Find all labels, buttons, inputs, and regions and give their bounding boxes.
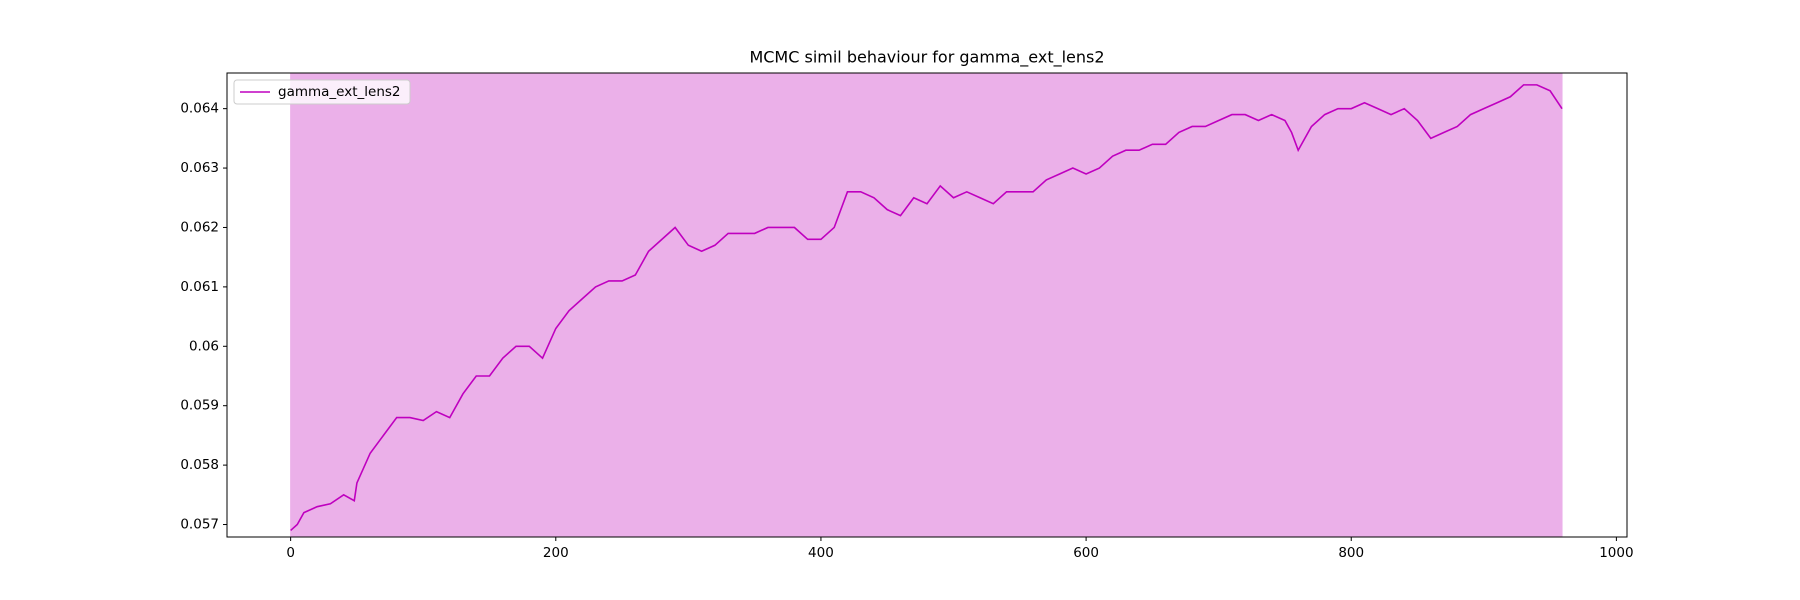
- x-tick-label: 600: [1073, 545, 1099, 561]
- y-tick-label: 0.06: [189, 338, 219, 354]
- x-tick-label: 800: [1338, 545, 1364, 561]
- axes-frame: [226, 72, 1628, 538]
- x-tick-label: 400: [808, 545, 834, 561]
- y-tick-label: 0.061: [180, 279, 219, 295]
- y-tick-label: 0.064: [180, 101, 219, 117]
- y-tick-label: 0.063: [180, 160, 219, 176]
- legend-label: gamma_ext_lens2: [278, 84, 401, 100]
- x-tick-label: 200: [543, 545, 569, 561]
- y-tick-label: 0.059: [180, 398, 219, 414]
- legend-box: [233, 79, 411, 105]
- plot-area: [290, 73, 1563, 537]
- y-tick-label: 0.057: [180, 517, 219, 533]
- data-line: [290, 84, 1563, 532]
- y-tick-label: 0.058: [180, 457, 219, 473]
- x-tick-label: 0: [286, 545, 295, 561]
- y-tick-label: 0.062: [180, 219, 219, 235]
- chart-title: MCMC simil behaviour for gamma_ext_lens2: [749, 48, 1104, 68]
- x-tick-label: 1000: [1599, 545, 1633, 561]
- fill-band: [290, 73, 1563, 537]
